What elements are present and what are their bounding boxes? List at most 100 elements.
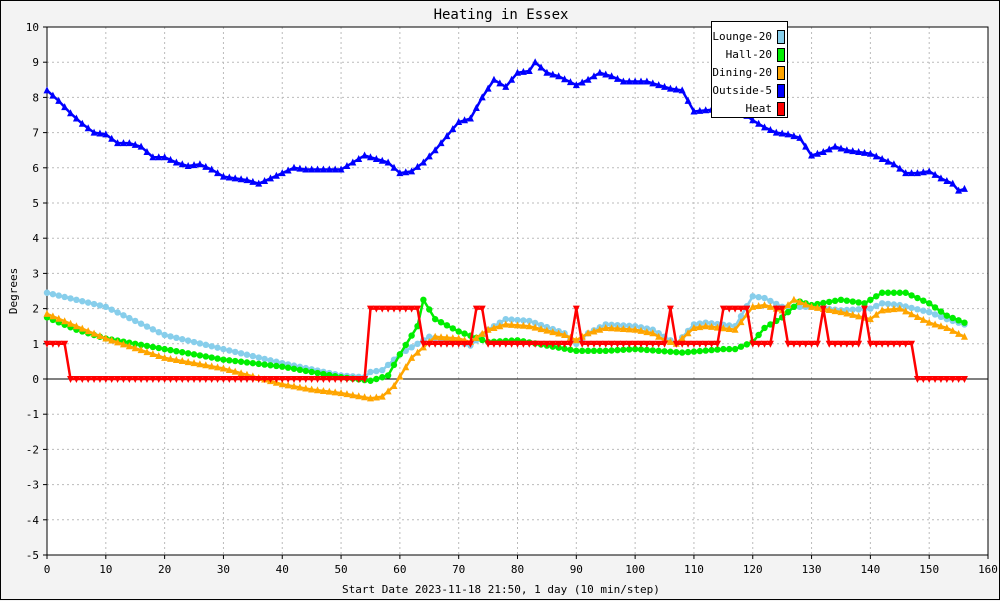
- data-point: [390, 305, 398, 313]
- data-point: [643, 77, 651, 85]
- data-point: [960, 332, 968, 340]
- y-tick-label: 2: [32, 303, 39, 316]
- data-point: [408, 305, 416, 313]
- data-point: [67, 295, 74, 302]
- data-point: [273, 362, 280, 370]
- data-point: [149, 376, 157, 383]
- data-point: [73, 296, 80, 303]
- data-point: [631, 325, 639, 333]
- x-tick-label: 70: [452, 563, 465, 576]
- data-point: [731, 345, 739, 353]
- data-point: [378, 305, 386, 313]
- data-point: [196, 340, 204, 347]
- data-point: [366, 394, 374, 402]
- data-point: [43, 340, 51, 348]
- data-point: [90, 329, 98, 337]
- data-point: [508, 75, 516, 83]
- data-point: [243, 376, 251, 383]
- data-point: [114, 309, 121, 316]
- data-point: [831, 340, 839, 348]
- data-point: [672, 340, 680, 348]
- data-point: [819, 305, 827, 313]
- data-point: [120, 312, 127, 319]
- data-point: [496, 322, 504, 330]
- data-point: [443, 322, 451, 329]
- data-point: [208, 343, 215, 350]
- data-point: [655, 340, 663, 348]
- data-point: [137, 320, 145, 327]
- data-point: [690, 107, 698, 115]
- data-point: [408, 353, 416, 361]
- data-point: [343, 376, 351, 383]
- data-point: [78, 119, 86, 127]
- data-point: [584, 340, 592, 348]
- data-point: [896, 340, 904, 348]
- data-point: [784, 130, 792, 138]
- data-point: [79, 298, 86, 305]
- data-point: [378, 156, 386, 164]
- data-point: [102, 303, 110, 311]
- data-point: [155, 328, 162, 336]
- data-point: [302, 165, 310, 173]
- data-point: [855, 147, 863, 155]
- data-point: [696, 323, 704, 331]
- data-point: [878, 155, 886, 162]
- data-point: [666, 305, 674, 313]
- data-point: [96, 332, 104, 340]
- data-point: [943, 323, 951, 331]
- data-point: [813, 303, 821, 311]
- data-point: [678, 340, 686, 348]
- data-point: [390, 361, 398, 369]
- data-point: [414, 348, 422, 356]
- y-tick-label: 1: [32, 338, 39, 351]
- data-point: [643, 346, 651, 354]
- data-point: [125, 376, 133, 383]
- legend-swatch: [777, 30, 785, 44]
- data-point: [396, 169, 404, 177]
- y-tick-label: -2: [26, 443, 39, 456]
- data-point: [860, 305, 868, 313]
- data-point: [443, 132, 451, 140]
- data-point: [655, 332, 663, 340]
- y-tick-label: -4: [26, 514, 40, 527]
- data-point: [931, 376, 939, 383]
- data-point: [755, 331, 762, 339]
- data-point: [873, 302, 880, 310]
- series-layer: [43, 58, 968, 402]
- legend-swatch: [777, 48, 785, 62]
- x-tick-label: 110: [684, 563, 704, 576]
- data-point: [496, 340, 504, 348]
- y-tick-label: -5: [26, 549, 39, 562]
- data-point: [431, 146, 439, 154]
- data-point: [196, 376, 204, 383]
- data-point: [232, 348, 239, 356]
- data-point: [278, 380, 286, 388]
- data-point: [543, 340, 551, 348]
- data-point: [149, 350, 157, 358]
- data-point: [890, 340, 898, 348]
- data-point: [279, 363, 286, 370]
- data-point: [202, 376, 210, 383]
- data-point: [720, 345, 727, 353]
- data-point: [208, 362, 216, 370]
- data-point: [666, 84, 674, 92]
- data-point: [184, 350, 192, 357]
- data-point: [537, 321, 545, 329]
- data-point: [908, 292, 915, 299]
- data-point: [373, 367, 380, 375]
- data-point: [119, 376, 127, 383]
- data-point: [402, 341, 409, 349]
- data-point: [725, 305, 733, 313]
- data-point: [602, 347, 609, 355]
- data-point: [826, 298, 833, 306]
- x-tick-label: 40: [276, 563, 289, 576]
- data-point: [902, 169, 910, 177]
- data-point: [737, 313, 745, 320]
- data-point: [437, 319, 445, 326]
- data-point: [349, 376, 357, 383]
- x-tick-label: 120: [743, 563, 763, 576]
- y-tick-label: -3: [26, 479, 39, 492]
- data-point: [531, 58, 539, 66]
- data-point: [678, 334, 686, 342]
- data-point: [831, 297, 839, 305]
